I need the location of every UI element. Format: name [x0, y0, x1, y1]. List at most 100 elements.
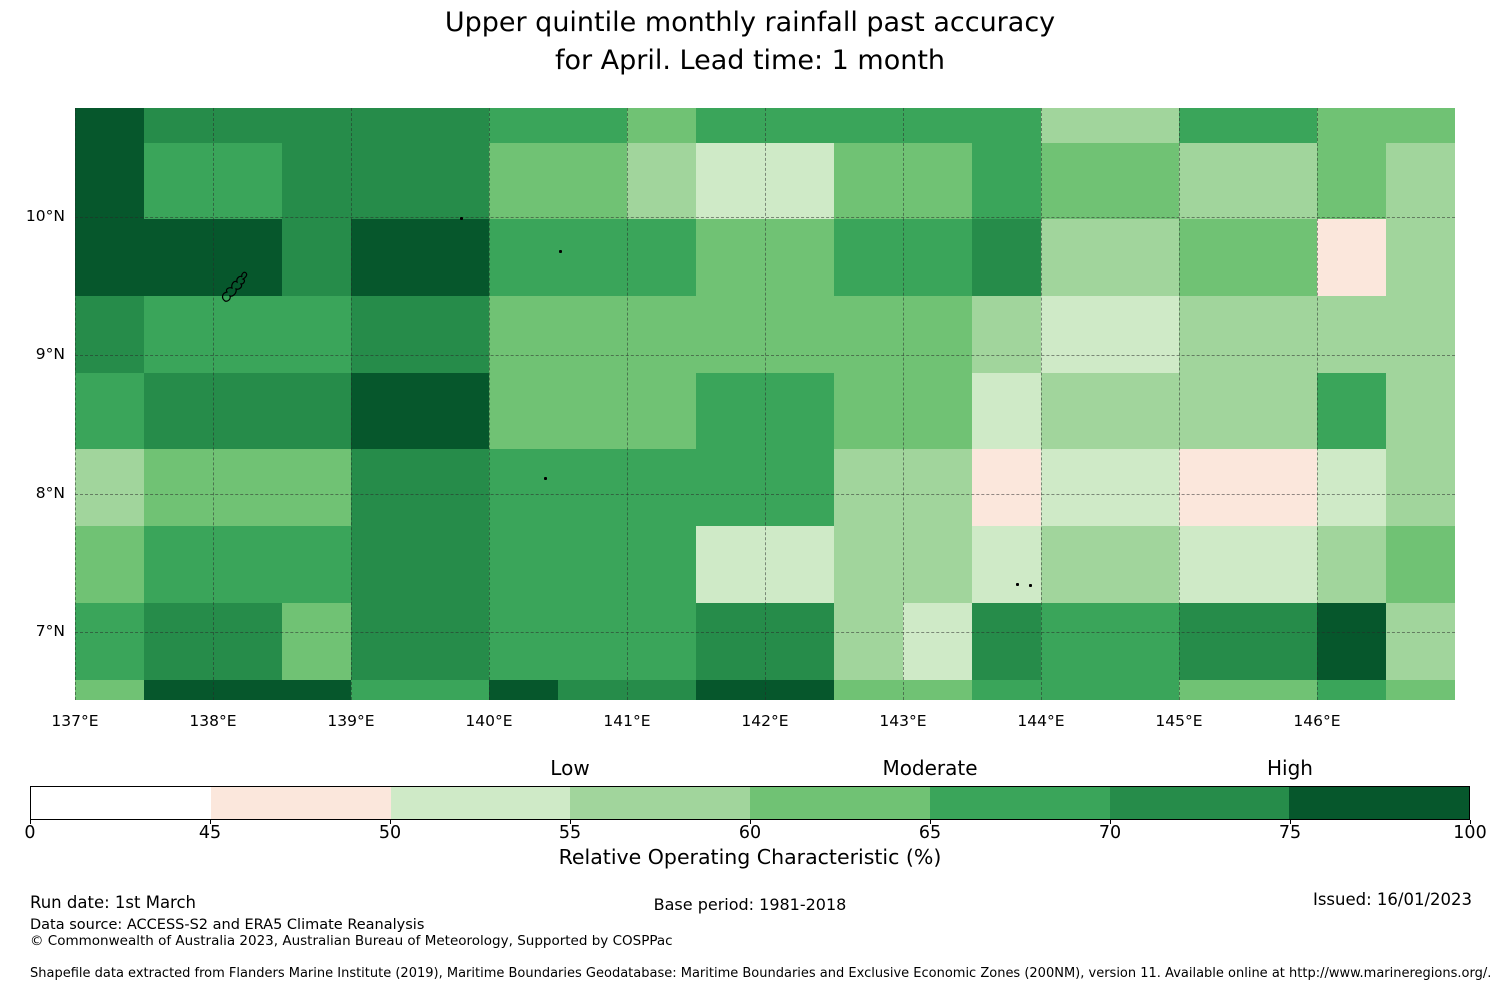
heatmap-cell — [420, 526, 489, 603]
heatmap-cell — [1041, 142, 1110, 219]
heatmap-cell — [834, 142, 903, 219]
heatmap-cell — [282, 449, 351, 527]
heatmap-cell — [558, 372, 627, 450]
islet-dot — [460, 216, 464, 220]
heatmap-cell — [1179, 679, 1248, 700]
heatmap-cell — [420, 108, 489, 143]
heatmap-cell — [627, 218, 696, 296]
grid-line-vertical — [1041, 108, 1042, 700]
heatmap-cell — [903, 108, 972, 143]
heatmap-cell — [420, 296, 489, 373]
grid-line-horizontal — [75, 493, 1455, 495]
heatmap-cell — [558, 602, 627, 680]
heatmap-cell — [282, 679, 351, 700]
heatmap-cell — [1179, 296, 1248, 373]
heatmap-cell — [144, 372, 213, 450]
colorbar-tick-label: 55 — [558, 823, 582, 843]
heatmap-cell — [558, 679, 627, 700]
heatmap-cell — [75, 142, 144, 219]
heatmap-cell — [282, 108, 351, 143]
heatmap-cell — [903, 526, 972, 603]
heatmap-cell — [351, 526, 420, 603]
heatmap-cell — [282, 526, 351, 603]
heatmap-cell — [1041, 526, 1110, 603]
grid-line-vertical — [627, 108, 628, 700]
heatmap-cell — [627, 449, 696, 527]
heatmap-cell — [903, 372, 972, 450]
grid-line-vertical — [213, 108, 214, 700]
heatmap-cell — [489, 296, 558, 373]
heatmap-cell — [834, 108, 903, 143]
heatmap-cell — [351, 449, 420, 527]
heatmap-cell — [765, 602, 834, 680]
heatmap-cell — [213, 526, 282, 603]
heatmap-cell — [1317, 108, 1386, 143]
heatmap-cell — [765, 218, 834, 296]
heatmap-cell — [903, 679, 972, 700]
heatmap-cell — [696, 679, 765, 700]
heatmap-cell — [1179, 602, 1248, 680]
heatmap-cell — [558, 142, 627, 219]
heatmap-cell — [213, 679, 282, 700]
x-tick-label: 139°E — [327, 712, 375, 730]
colorbar-tick-mark — [750, 820, 751, 824]
heatmap-cell — [420, 142, 489, 219]
heatmap-cell — [1386, 218, 1455, 296]
colorbar-category-label: Low — [550, 756, 590, 780]
heatmap-cell — [1317, 372, 1386, 450]
heatmap-cell — [972, 602, 1041, 680]
heatmap-cell — [282, 218, 351, 296]
heatmap-cell — [75, 108, 144, 143]
x-tick-label: 144°E — [1017, 712, 1065, 730]
heatmap-cell — [1248, 372, 1317, 450]
chart-title-line1: Upper quintile monthly rainfall past acc… — [444, 7, 1056, 38]
heatmap-cell — [282, 296, 351, 373]
heatmap-cell — [1248, 602, 1317, 680]
copyright-text: © Commonwealth of Australia 2023, Austra… — [30, 933, 673, 949]
colorbar-segment — [390, 787, 571, 819]
colorbar-category-label: Moderate — [882, 756, 978, 780]
heatmap-cell — [1041, 108, 1110, 143]
grid-line-vertical — [351, 108, 352, 700]
heatmap-row — [75, 449, 1455, 527]
heatmap-cell — [765, 679, 834, 700]
heatmap-cell — [903, 296, 972, 373]
heatmap-cell — [1248, 526, 1317, 603]
heatmap-cell — [627, 142, 696, 219]
heatmap-cell — [1317, 679, 1386, 700]
heatmap-cell — [558, 218, 627, 296]
base-period-text: Base period: 1981-2018 — [653, 895, 847, 914]
heatmap-cell — [1386, 372, 1455, 450]
heatmap-cell — [972, 296, 1041, 373]
heatmap-cell — [282, 142, 351, 219]
heatmap-cell — [696, 602, 765, 680]
heatmap-cell — [903, 218, 972, 296]
heatmap-row — [75, 372, 1455, 450]
heatmap-cell — [1041, 218, 1110, 296]
heatmap-cell — [213, 142, 282, 219]
heatmap-cell — [420, 602, 489, 680]
heatmap-cell — [351, 372, 420, 450]
x-tick-label: 137°E — [51, 712, 99, 730]
colorbar-segment — [570, 787, 750, 819]
heatmap-cell — [1110, 679, 1179, 700]
heatmap-cell — [903, 449, 972, 527]
x-tick-label: 142°E — [741, 712, 789, 730]
heatmap-cell — [1386, 449, 1455, 527]
heatmap-cell — [144, 218, 213, 296]
heatmap-cell — [75, 526, 144, 603]
heatmap-cell — [696, 372, 765, 450]
grid-line-vertical — [903, 108, 904, 700]
heatmap-plot-area — [75, 108, 1455, 700]
heatmap-cell — [972, 108, 1041, 143]
heatmap-cell — [351, 602, 420, 680]
heatmap-cell — [1248, 142, 1317, 219]
heatmap-cell — [489, 602, 558, 680]
colorbar-tick-label: 65 — [918, 823, 942, 843]
x-tick-label: 138°E — [189, 712, 237, 730]
heatmap-cell — [696, 108, 765, 143]
heatmap-cell — [1248, 218, 1317, 296]
heatmap-cell — [351, 218, 420, 296]
heatmap-row — [75, 108, 1455, 143]
heatmap-cell — [627, 679, 696, 700]
